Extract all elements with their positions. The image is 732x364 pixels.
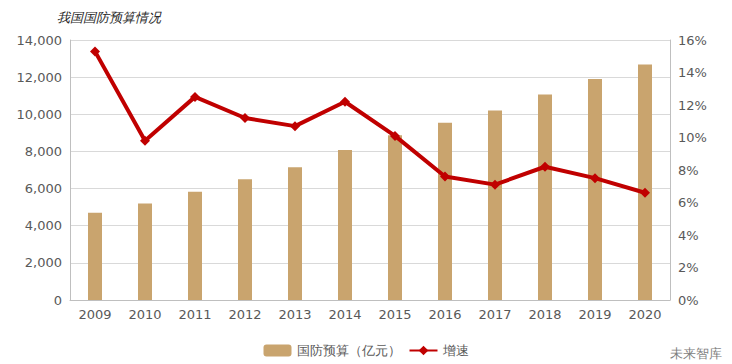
svg-text:4,000: 4,000 xyxy=(25,218,62,233)
svg-text:国防预算（亿元）: 国防预算（亿元） xyxy=(297,343,401,358)
svg-text:10,000: 10,000 xyxy=(17,107,63,122)
svg-text:2,000: 2,000 xyxy=(25,255,62,270)
svg-text:12,000: 12,000 xyxy=(17,70,63,85)
svg-text:2011: 2011 xyxy=(178,307,211,322)
svg-text:10%: 10% xyxy=(678,130,707,145)
svg-text:12%: 12% xyxy=(678,98,707,113)
svg-text:2019: 2019 xyxy=(578,307,611,322)
svg-text:2020: 2020 xyxy=(628,307,661,322)
svg-text:增速: 增速 xyxy=(442,343,469,358)
svg-text:14,000: 14,000 xyxy=(17,33,63,48)
svg-text:未来智库: 未来智库 xyxy=(670,346,722,361)
svg-text:14%: 14% xyxy=(678,65,707,80)
svg-text:2016: 2016 xyxy=(428,307,461,322)
svg-text:2014: 2014 xyxy=(328,307,361,322)
svg-text:2012: 2012 xyxy=(228,307,261,322)
svg-text:8%: 8% xyxy=(678,163,699,178)
svg-text:0: 0 xyxy=(54,293,62,308)
svg-text:2013: 2013 xyxy=(278,307,311,322)
svg-text:2009: 2009 xyxy=(78,307,111,322)
svg-text:8,000: 8,000 xyxy=(25,144,62,159)
svg-text:2018: 2018 xyxy=(528,307,561,322)
svg-text:2017: 2017 xyxy=(478,307,511,322)
svg-text:2%: 2% xyxy=(678,260,699,275)
svg-text:6%: 6% xyxy=(678,195,699,210)
svg-text:2010: 2010 xyxy=(128,307,161,322)
svg-text:我国国防预算情况: 我国国防预算情况 xyxy=(57,10,162,25)
svg-text:6,000: 6,000 xyxy=(25,181,62,196)
svg-text:2015: 2015 xyxy=(378,307,411,322)
svg-text:4%: 4% xyxy=(678,228,699,243)
svg-text:0%: 0% xyxy=(678,293,699,308)
svg-text:16%: 16% xyxy=(678,33,707,48)
